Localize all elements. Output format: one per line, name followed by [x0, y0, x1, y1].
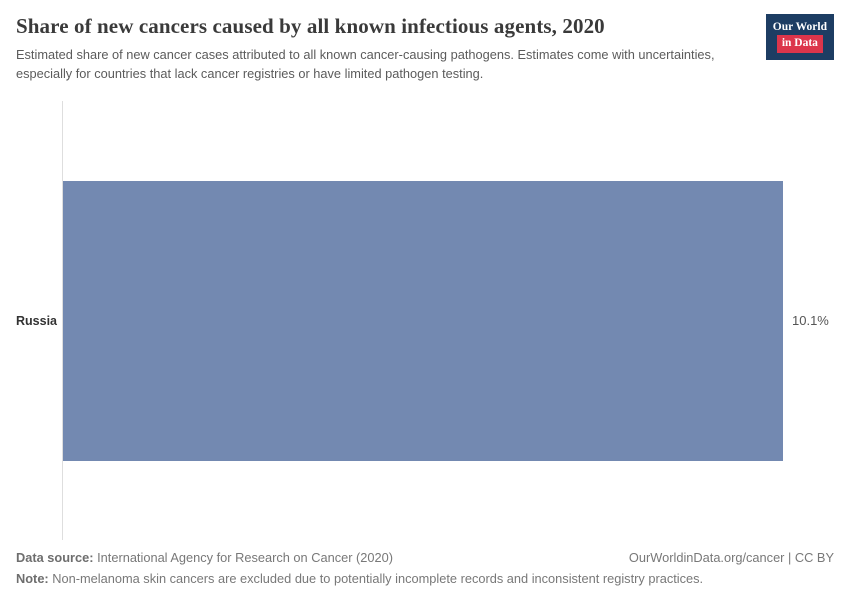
note-line: Note: Non-melanoma skin cancers are excl…: [16, 571, 834, 586]
owid-logo-line1: Our World: [772, 21, 827, 33]
bar-track: [63, 180, 783, 461]
value-label: 10.1%: [792, 313, 829, 329]
attribution-link[interactable]: OurWorldinData.org/cancer | CC BY: [628, 550, 834, 565]
page-title: Share of new cancers caused by all known…: [16, 14, 605, 38]
chart-header: Share of new cancers caused by all known…: [16, 14, 834, 83]
y-axis-line: [62, 101, 63, 540]
data-source-line: Data source: International Agency for Re…: [16, 550, 393, 565]
footer-row: Data source: International Agency for Re…: [16, 550, 834, 565]
bar[interactable]: [63, 180, 783, 461]
owid-logo[interactable]: Our World in Data: [765, 14, 834, 60]
data-source-text: International Agency for Research on Can…: [97, 550, 394, 565]
note-text: Non-melanoma skin cancers are excluded d…: [52, 571, 704, 586]
chart-footer: Data source: International Agency for Re…: [16, 540, 834, 586]
data-source-label: Data source:: [16, 550, 94, 565]
chart-area: Russia 10.1%: [16, 101, 834, 540]
bar-row: Russia 10.1%: [16, 101, 834, 540]
owid-logo-accent: in Data: [776, 35, 823, 53]
entity-label: Russia: [16, 313, 57, 328]
note-label: Note:: [16, 571, 49, 586]
page-subtitle: Estimated share of new cancer cases attr…: [16, 47, 715, 81]
